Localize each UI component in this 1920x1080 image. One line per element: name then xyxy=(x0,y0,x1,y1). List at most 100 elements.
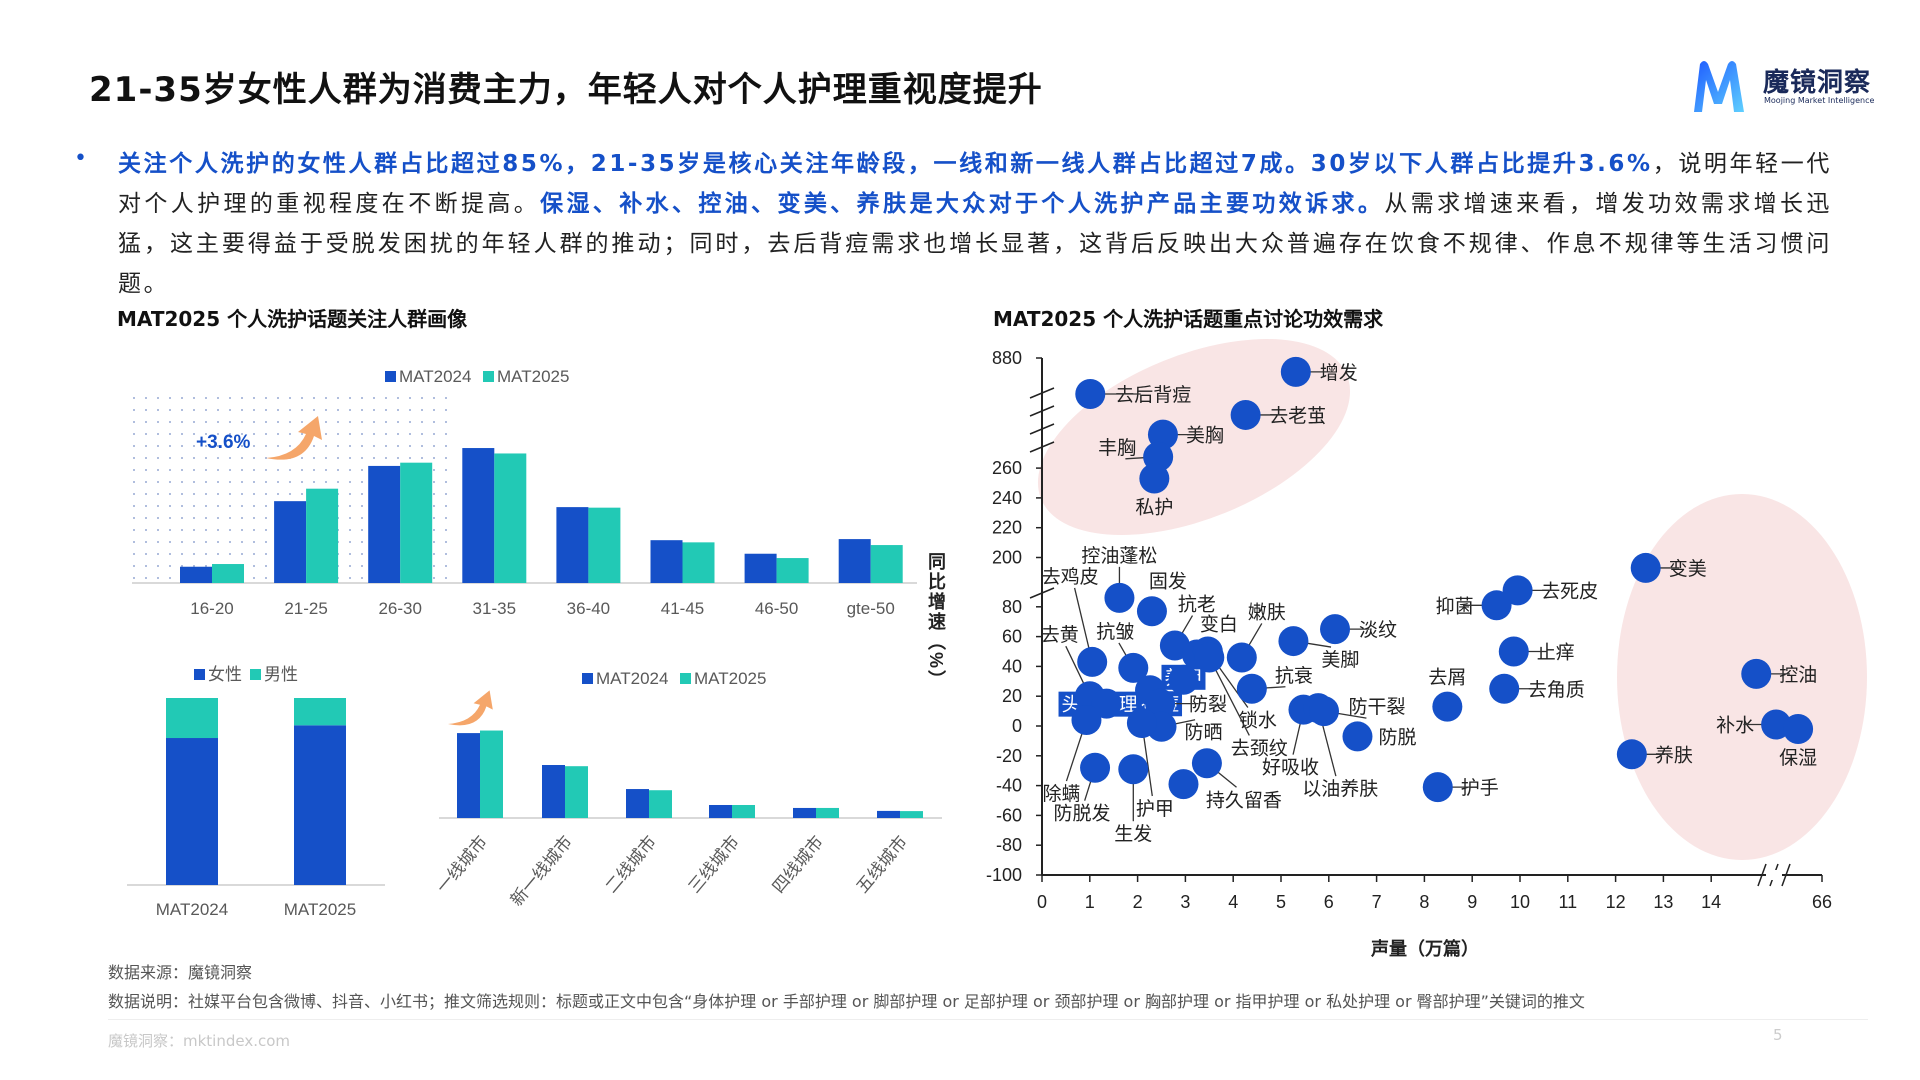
axis-break-mark xyxy=(1029,405,1055,417)
bar-MAT2024-21-25 xyxy=(274,501,307,583)
legend-label: 女性 xyxy=(208,665,242,684)
bar-MAT2025-31-35 xyxy=(494,453,527,583)
scatter-point-label: 去鸡皮 xyxy=(1042,566,1099,588)
x-tick-label: 0 xyxy=(1037,892,1047,912)
x-tick-label: 4 xyxy=(1228,892,1238,912)
left-panel-title: MAT2025 个人洗护话题关注人群画像 xyxy=(117,307,468,331)
bar-MAT2024-四线城市 xyxy=(793,807,816,818)
scatter-point-label: 持久留香 xyxy=(1206,789,1282,811)
legend-label: MAT2025 xyxy=(694,669,766,688)
x-tick-label: 二线城市 xyxy=(602,832,660,896)
summary-segment-2: ，说明年轻一代对个人护理的重视程度在不断提高。 xyxy=(118,151,1833,217)
x-tick-label: 8 xyxy=(1419,892,1429,912)
x-tick-label: 9 xyxy=(1467,892,1477,912)
logo-subtitle: Moojing Market Intelligence xyxy=(1764,96,1875,105)
scatter-point-label: 去黄 xyxy=(1041,624,1079,646)
x-tick-label: 41-45 xyxy=(661,599,704,618)
summary-segment-4: 从需求增速来看，增发功效需求增长迅猛，这主要得益于受脱发困扰的年轻人群的推动；同… xyxy=(118,191,1833,297)
scatter-point-label: 去屑 xyxy=(1428,667,1466,689)
footer-divider xyxy=(108,1019,1868,1020)
scatter-point-label: 生发 xyxy=(1114,823,1152,845)
scatter-point-label: 防晒 xyxy=(1184,722,1222,744)
legend-swatch xyxy=(483,371,494,382)
bar-MAT2024-16-20 xyxy=(180,566,212,583)
y-tick-label: 220 xyxy=(992,518,1022,538)
x-tick-label: 五线城市 xyxy=(853,832,911,896)
scatter-point-抑菌 xyxy=(1481,590,1512,621)
scatter-point-label: 抑菌 xyxy=(1436,595,1474,617)
scatter-point-label: 去颈纹 xyxy=(1231,737,1288,759)
scatter-point-去鸡皮 xyxy=(1077,646,1108,677)
scatter-point-去角质 xyxy=(1489,673,1520,704)
y-axis-title: 同比增速（%） xyxy=(926,552,946,690)
axis-break-mark xyxy=(1029,441,1055,453)
right-panel-title: MAT2025 个人洗护话题重点讨论功效需求 xyxy=(993,307,1384,331)
bar-MAT2024-gte-50 xyxy=(838,539,871,583)
y-tick-label: 40 xyxy=(1002,656,1022,676)
legend-swatch xyxy=(582,673,593,684)
bar-MAT2025-16-20 xyxy=(212,564,244,583)
y-tick-label: 200 xyxy=(992,548,1022,568)
scatter-point-label: 变美 xyxy=(1669,558,1707,580)
scatter-point-label: 抗老 xyxy=(1178,594,1216,616)
y-tick-label: 240 xyxy=(992,488,1022,508)
scatter-point-生发 xyxy=(1118,754,1149,785)
scatter-point-label: 防干裂 xyxy=(1349,696,1406,718)
bar-MAT2025-新一线城市 xyxy=(565,766,588,818)
scatter-point-养肤 xyxy=(1616,739,1647,770)
bar-MAT2024-26-30 xyxy=(368,465,401,583)
scatter-point-去老茧 xyxy=(1230,399,1261,430)
scatter-point-防脱发 xyxy=(1080,752,1111,783)
x-tick-label: 2 xyxy=(1133,892,1143,912)
bar-MAT2025-五线城市 xyxy=(900,811,923,818)
legend-label: MAT2024 xyxy=(399,367,471,386)
legend-swatch xyxy=(250,669,261,680)
scatter-point-label: 控油 xyxy=(1779,664,1817,686)
x-tick-label: 16-20 xyxy=(190,599,233,618)
scatter-point-label: 去后背痘 xyxy=(1115,384,1191,406)
x-tick-label: 三线城市 xyxy=(685,832,743,896)
y-tick-label: -80 xyxy=(996,835,1022,855)
legend-label: MAT2025 xyxy=(497,367,569,386)
axis-break-mark xyxy=(1029,387,1055,399)
x-tick-label: 36-40 xyxy=(567,599,610,618)
footer-site: 魔镜洞察：mktindex.com xyxy=(108,1032,291,1050)
growth-arrow-icon xyxy=(448,690,493,726)
x-tick-label: 10 xyxy=(1510,892,1530,912)
data-note: 数据说明：社媒平台包含微博、抖音、小红书；推文筛选规则：标题或正文中包含“身体护… xyxy=(108,992,1585,1011)
scatter-point-label: 美胸 xyxy=(1186,425,1224,447)
summary-segment-1: 关注个人洗护的女性人群占比超过85%，21-35岁是核心关注年龄段，一线和新一线… xyxy=(118,151,1653,177)
axis-break-mark xyxy=(1029,423,1055,435)
axis-break-mark xyxy=(1757,863,1767,887)
x-tick-label: 66 xyxy=(1812,892,1832,912)
axis-break-mark xyxy=(1029,587,1055,599)
scatter-point-防裂 xyxy=(1145,688,1176,719)
legend-label: MAT2024 xyxy=(596,669,668,688)
scatter-point-label: 补水 xyxy=(1716,715,1754,737)
x-tick-label: 14 xyxy=(1701,892,1721,912)
bar-MAT2025-一线城市 xyxy=(480,730,503,818)
bar-男性-MAT2024 xyxy=(166,698,218,739)
bar-MAT2024-二线城市 xyxy=(626,789,649,818)
scatter-point-去颈纹 xyxy=(1194,642,1225,673)
y-tick-label: 80 xyxy=(1002,597,1022,617)
city-bar-chart: 一线城市 新一线城市 二线城市 三线城市 四线城市 五线城市 MAT2024 MAT2025 xyxy=(433,669,942,910)
bar-MAT2025-36-40 xyxy=(588,507,621,583)
bar-MAT2025-26-30 xyxy=(400,462,433,583)
summary-paragraph: 关注个人洗护的女性人群占比超过85%，21-35岁是核心关注年龄段，一线和新一线… xyxy=(118,144,1832,304)
gender-stacked-chart: MAT2024 MAT2025 女性 男性 xyxy=(127,665,385,919)
bar-MAT2024-41-45 xyxy=(650,540,683,583)
scatter-point-控油 xyxy=(1741,658,1772,689)
scatter-point-增发 xyxy=(1280,356,1311,387)
x-axis-title: 声量（万篇） xyxy=(1370,938,1479,959)
bullet-icon: • xyxy=(74,146,87,171)
x-tick-label: MAT2024 xyxy=(156,900,228,919)
bar-MAT2024-五线城市 xyxy=(877,810,900,818)
bar-女性-MAT2025 xyxy=(294,725,346,885)
scatter-point-label: 私护 xyxy=(1135,497,1173,519)
x-tick-label: 5 xyxy=(1276,892,1286,912)
bar-MAT2025-三线城市 xyxy=(732,804,755,818)
scatter-point-label: 护甲 xyxy=(1136,798,1174,820)
bar-MAT2025-21-25 xyxy=(306,488,339,583)
